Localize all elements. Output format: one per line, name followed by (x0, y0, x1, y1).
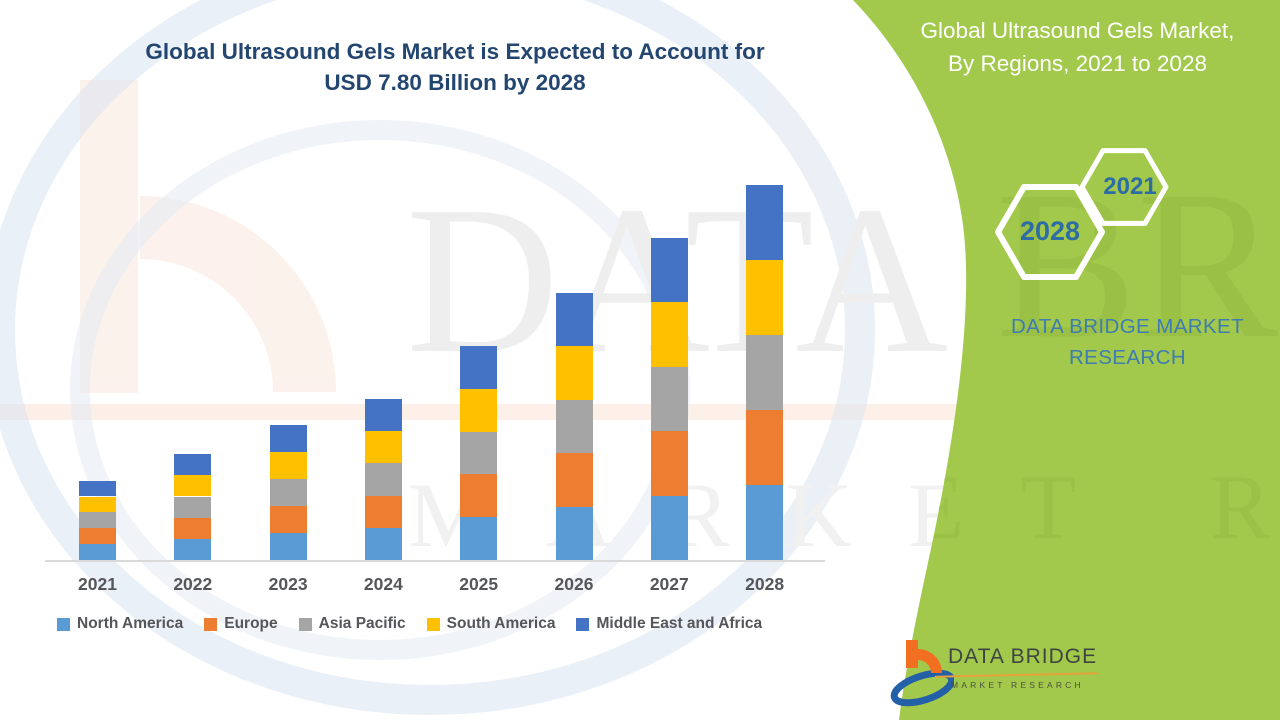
x-axis-label-2028: 2028 (745, 574, 785, 594)
chart-title-line2: USD 7.80 Billion by 2028 (324, 70, 586, 95)
watermark-b-bowl (140, 196, 336, 392)
legend-label-europe: Europe (224, 615, 278, 632)
hexagon-2021-label: 2021 (1103, 173, 1157, 200)
bar-segment-south-america-2024 (364, 431, 402, 464)
bar-segment-asia-pacific-2027 (650, 366, 688, 432)
bar-chart-plot: 2021 2022 2023 2024 2025 2026 2027 2028 (78, 184, 785, 594)
bar-segment-north-america-2028 (746, 484, 784, 560)
legend-label-middle-east-and-africa: Middle East and Africa (596, 615, 763, 632)
bar-segment-asia-pacific-2023 (269, 479, 307, 507)
bar-segment-north-america-2026 (555, 506, 593, 560)
legend-label-south-america: South America (446, 615, 556, 632)
dbmr-logo-blue-swoosh (890, 669, 954, 707)
bar-segment-middle-east-and-africa-2028 (746, 184, 784, 260)
hexagon-2028-label: 2028 (1019, 216, 1081, 246)
legend-item-europe: Europe (204, 615, 278, 633)
bar-segment-south-america-2028 (746, 259, 784, 335)
bar-segment-asia-pacific-2021 (79, 512, 116, 529)
legend-item-south-america: South America (426, 615, 556, 633)
chart-legend: North America Europe Asia Pacific South Ame… (57, 615, 762, 633)
bar-segment-middle-east-and-africa-2022 (174, 454, 212, 476)
bar-segment-north-america-2021 (79, 544, 116, 560)
x-axis-label-2025: 2025 (459, 574, 499, 594)
bar-segment-north-america-2027 (650, 495, 688, 560)
x-axis-label-2022: 2022 (173, 574, 213, 594)
x-axis-line (45, 560, 825, 562)
bar-segment-europe-2026 (555, 453, 593, 507)
bar-segment-north-america-2025 (460, 517, 498, 560)
bar-segment-middle-east-and-africa-2021 (79, 480, 116, 497)
legend-swatch-south-america (426, 617, 440, 631)
x-axis-label-2027: 2027 (649, 574, 689, 594)
x-axis-label-2023: 2023 (268, 574, 308, 594)
bar-segment-asia-pacific-2022 (174, 496, 212, 518)
bar-segment-europe-2022 (174, 517, 212, 539)
legend-label-north-america: North America (77, 615, 184, 632)
dbmr-logo-orange-bowl (918, 649, 942, 673)
bar-segment-south-america-2025 (460, 388, 498, 432)
bar-segment-asia-pacific-2026 (555, 399, 593, 454)
bar-segment-south-america-2026 (555, 346, 593, 400)
dbmr-logo-orange-bar (906, 640, 918, 668)
legend-item-north-america: North America (57, 615, 183, 633)
bar-segment-europe-2025 (460, 474, 498, 518)
x-axis-label-2021: 2021 (78, 574, 117, 594)
bar-segment-europe-2021 (79, 528, 116, 545)
bar-segment-asia-pacific-2024 (364, 463, 402, 496)
bar-segment-europe-2028 (746, 409, 784, 485)
bar-segment-asia-pacific-2028 (746, 334, 784, 410)
x-axis-label-2024: 2024 (363, 574, 403, 594)
legend-swatch-middle-east-and-africa (576, 617, 590, 631)
bar-segment-north-america-2022 (174, 538, 212, 560)
dbmr-logo-icon (890, 640, 954, 707)
chart-title-line1: Global Ultrasound Gels Market is Expecte… (145, 39, 765, 64)
hexagon-2021 (1079, 148, 1169, 226)
dbmr-logo-title: DATA BRIDGE (948, 645, 1098, 668)
bar-segment-middle-east-and-africa-2025 (460, 345, 498, 389)
bar-segment-middle-east-and-africa-2026 (555, 293, 593, 347)
bar-segment-south-america-2027 (650, 302, 688, 367)
bar-segment-middle-east-and-africa-2027 (650, 237, 688, 303)
green-panel-shape (853, 0, 1280, 720)
dbmr-logo-subtitle: MARKET RESEARCH (951, 680, 1084, 690)
bar-segment-north-america-2023 (269, 533, 307, 560)
sidebar-heading: Global Ultrasound Gels Market, By Region… (885, 14, 1270, 80)
chart-title: Global Ultrasound Gels Market is Expecte… (75, 36, 835, 98)
bar-segment-asia-pacific-2025 (460, 431, 498, 475)
legend-swatch-europe (204, 617, 218, 631)
legend-swatch-asia-pacific (298, 617, 312, 631)
bar-segment-south-america-2023 (269, 452, 307, 480)
bar-segment-north-america-2024 (364, 527, 402, 560)
sidebar-brand-text: DATA BRIDGE MARKET RESEARCH (930, 311, 1280, 373)
sidebar-brand-line1: DATA BRIDGE MARKET (1010, 315, 1245, 338)
legend-item-asia-pacific: Asia Pacific (298, 615, 406, 633)
sidebar-brand-line2: RESEARCH (1068, 346, 1187, 369)
sidebar-heading-line2: By Regions, 2021 to 2028 (948, 51, 1207, 76)
legend-swatch-north-america (57, 617, 70, 631)
x-axis-label-2026: 2026 (554, 574, 594, 594)
bar-segment-south-america-2021 (79, 496, 116, 513)
legend-item-middle-east-and-africa: Middle East and Africa (576, 615, 762, 633)
bar-segment-europe-2024 (364, 495, 402, 528)
bar-segment-europe-2023 (269, 506, 307, 534)
bar-segment-south-america-2022 (174, 475, 212, 497)
bar-segment-middle-east-and-africa-2024 (364, 398, 402, 432)
bar-segment-middle-east-and-africa-2023 (269, 425, 307, 453)
hexagon-2028 (995, 184, 1105, 280)
bar-segment-europe-2027 (650, 431, 688, 496)
sidebar-heading-line1: Global Ultrasound Gels Market, (920, 18, 1235, 43)
legend-label-asia-pacific: Asia Pacific (318, 615, 406, 632)
